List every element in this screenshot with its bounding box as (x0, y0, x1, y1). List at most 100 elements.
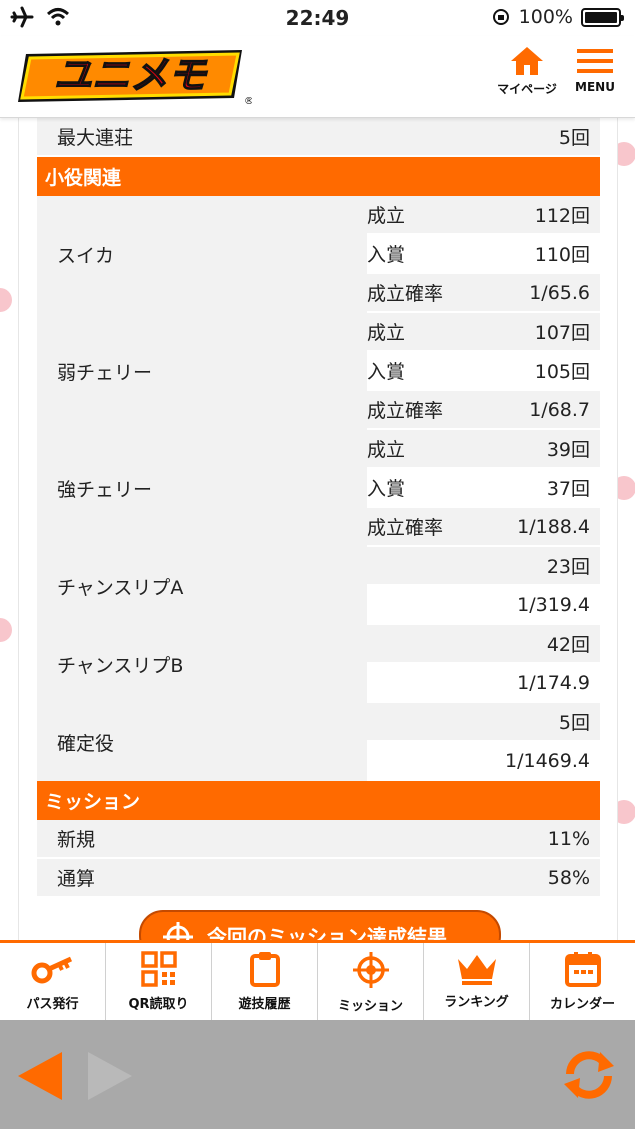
row-value: 1/174.9 (517, 671, 590, 694)
qr-code-icon (140, 951, 177, 987)
row-key: 成立 (367, 439, 406, 461)
battery-icon (581, 7, 624, 27)
status-right: 100% (491, 6, 624, 28)
row-label: 新規 (57, 829, 96, 851)
forward-arrow-icon[interactable] (84, 1048, 136, 1104)
nav-play-history[interactable]: 遊技履歴 (211, 943, 317, 1020)
back-arrow-icon[interactable] (14, 1048, 66, 1104)
row-label: 最大連荘 (57, 127, 134, 149)
svg-text:®: ® (244, 96, 252, 106)
decorative-dot (0, 618, 12, 642)
nav-label: 遊技履歴 (238, 997, 291, 1012)
row-value: 39回 (546, 439, 590, 461)
table-row: 入賞 37回 (367, 469, 600, 508)
table-row: 23回 (367, 547, 600, 586)
row-value: 42回 (546, 634, 590, 656)
row-value: 5回 (558, 127, 590, 149)
row-value: 110回 (534, 244, 590, 266)
nav-mission[interactable]: ミッション (317, 943, 423, 1020)
nav-ranking[interactable]: ランキング (423, 943, 529, 1020)
table-row: 42回 (367, 625, 600, 664)
role-name: 強チェリー (37, 430, 367, 547)
hamburger-menu-icon (577, 49, 613, 73)
home-icon (511, 47, 543, 75)
max-streak-row: 最大連荘 5回 (37, 118, 600, 157)
data-panel: 最大連荘 5回 小役関連 スイカ 成立 112回 入賞 110回 成立確率 1/65.… (18, 118, 618, 940)
row-value: 5回 (558, 712, 590, 734)
row-key: 入賞 (367, 244, 406, 266)
mission-result-label: 今回のミッション達成結果 (207, 924, 447, 941)
nav-calendar[interactable]: カレンダー (529, 943, 635, 1020)
nav-label: カレンダー (549, 997, 615, 1012)
table-row: 成立確率 1/188.4 (367, 508, 600, 547)
battery-percent: 100% (518, 6, 573, 28)
browser-toolbar (0, 1020, 635, 1129)
table-row: 入賞 110回 (367, 235, 600, 274)
reload-icon[interactable] (558, 1044, 620, 1106)
menu-button[interactable]: MENU (565, 46, 625, 108)
status-time: 22:49 (285, 6, 350, 30)
row-label: 通算 (57, 868, 96, 890)
svg-text:ユニメモ: ユニメモ (54, 53, 208, 97)
role-group-chance-rep-a: チャンスリプA 23回 1/319.4 (37, 547, 600, 625)
table-row: 1/319.4 (367, 586, 600, 625)
role-group-confirmed: 確定役 5回 1/1469.4 (37, 703, 600, 781)
role-group-suika: スイカ 成立 112回 入賞 110回 成立確率 1/65.6 (37, 196, 600, 313)
row-key: 成立 (367, 322, 406, 344)
row-key: 入賞 (367, 361, 406, 383)
nav-qr-read[interactable]: QR読取り (105, 943, 211, 1020)
mission-new-row: 新規 11% (37, 820, 600, 859)
row-value: 11% (547, 827, 590, 850)
row-value: 112回 (534, 205, 590, 227)
unimemo-logo[interactable]: ユニメモ ® (16, 46, 252, 106)
orientation-lock-icon (492, 9, 509, 25)
mission-result-button[interactable]: 今回のミッション達成結果 (139, 910, 501, 940)
table-row: 1/174.9 (367, 664, 600, 703)
row-value: 1/65.6 (529, 281, 590, 304)
row-key: 成立確率 (367, 283, 444, 305)
nav-label: QR読取り (128, 997, 189, 1012)
row-value: 1/68.7 (529, 398, 590, 421)
role-name: スイカ (37, 196, 367, 313)
crosshair-icon (163, 922, 193, 940)
role-group-strong-cherry: 強チェリー 成立 39回 入賞 37回 成立確率 1/188.4 (37, 430, 600, 547)
row-value: 37回 (546, 478, 590, 500)
bottom-nav: パス発行 QR読取り 遊技履歴 ミッション ランキング カレンダー (0, 940, 635, 1020)
section-header-mission: ミッション (37, 781, 600, 820)
row-key: 成立確率 (367, 400, 444, 422)
role-group-weak-cherry: 弱チェリー 成立 107回 入賞 105回 成立確率 1/68.7 (37, 313, 600, 430)
calendar-icon (564, 952, 601, 987)
status-left (10, 6, 70, 28)
table-row: 入賞 105回 (367, 352, 600, 391)
role-name: 確定役 (37, 703, 367, 781)
mission-total-row: 通算 58% (37, 859, 600, 898)
role-name: チャンスリプA (37, 547, 367, 625)
crosshair-icon (352, 952, 389, 988)
clipboard-icon (249, 952, 280, 987)
row-value: 105回 (534, 361, 590, 383)
status-bar: 22:49 100% (0, 0, 635, 36)
role-name: チャンスリプB (37, 625, 367, 703)
table-row: 成立確率 1/68.7 (367, 391, 600, 430)
role-group-chance-rep-b: チャンスリプB 42回 1/174.9 (37, 625, 600, 703)
airplane-icon (10, 6, 34, 28)
crown-icon (457, 955, 496, 985)
nav-label: パス発行 (26, 997, 79, 1012)
table-row: 成立 112回 (367, 196, 600, 235)
stats-table: 最大連荘 5回 小役関連 スイカ 成立 112回 入賞 110回 成立確率 1/65.… (37, 118, 600, 898)
table-row: 成立 107回 (367, 313, 600, 352)
table-row: 成立確率 1/65.6 (367, 274, 600, 313)
decorative-dot (0, 288, 12, 312)
table-row: 5回 (367, 703, 600, 742)
nav-pass-issue[interactable]: パス発行 (0, 943, 105, 1020)
app-header: ユニメモ ® マイページ MENU (0, 36, 635, 118)
section-header-small-roles: 小役関連 (37, 157, 600, 196)
row-value: 107回 (534, 322, 590, 344)
row-value: 1/319.4 (517, 593, 590, 616)
row-value: 58% (547, 866, 590, 889)
nav-label: ランキング (444, 995, 509, 1010)
row-value: 1/188.4 (517, 515, 590, 538)
row-key: 成立確率 (367, 517, 444, 539)
mypage-button[interactable]: マイページ (497, 46, 557, 108)
menu-label: MENU (575, 80, 615, 94)
